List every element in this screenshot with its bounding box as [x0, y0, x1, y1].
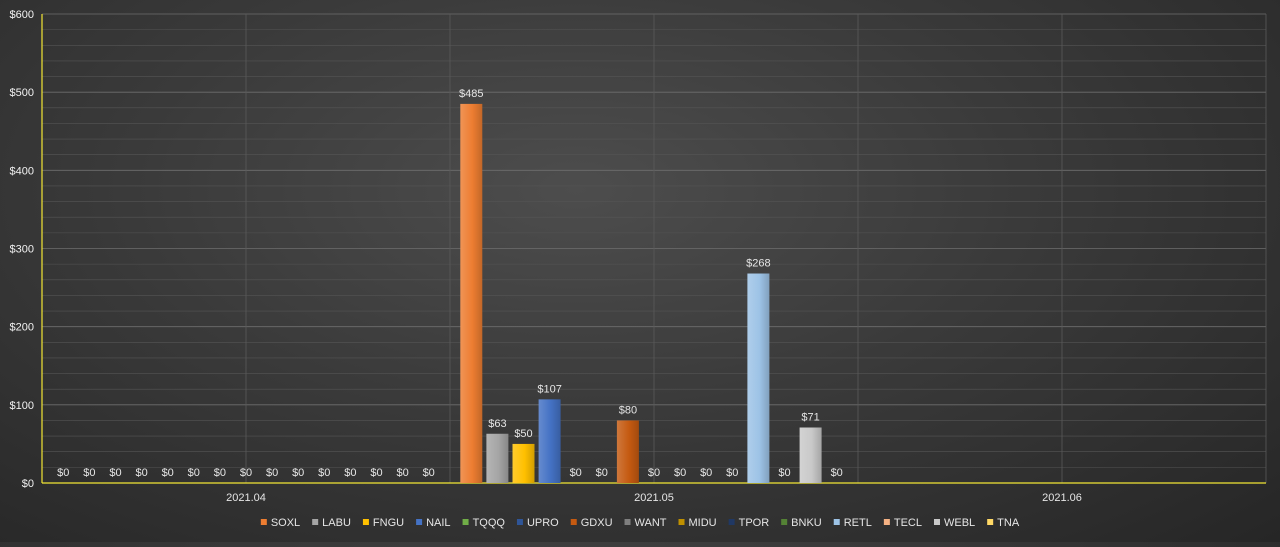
data-labels: $0 $0 $0 $0 $0 $0 $0 $0 $0 $0 $0 $0 $0 $0 $0 $485 $63 $50…	[57, 88, 843, 479]
data-label: $268	[746, 258, 770, 270]
legend-label: UPRO	[527, 517, 559, 529]
legend-swatch-soxl	[260, 519, 267, 525]
data-label: $0	[700, 467, 712, 479]
legend-swatch-labu	[312, 519, 319, 525]
legend-label: GDXU	[581, 517, 613, 529]
bar-gdxu	[616, 420, 639, 483]
legend-label: FNGU	[373, 517, 404, 529]
legend-label: LABU	[322, 517, 351, 529]
data-label: $0	[674, 467, 686, 479]
data-label: $0	[778, 467, 790, 479]
data-label: $0	[726, 467, 738, 479]
data-label: $0	[292, 467, 304, 479]
y-tick-label: $400	[10, 165, 34, 177]
data-label: $63	[488, 418, 506, 430]
legend-swatch-tqqq	[462, 519, 469, 525]
bar-labu	[486, 433, 509, 483]
bar-fngu	[512, 443, 535, 483]
data-label: $0	[240, 467, 252, 479]
x-tick-label: 2021.04	[226, 492, 266, 504]
data-label: $485	[459, 88, 483, 100]
data-label: $0	[570, 467, 582, 479]
legend-swatch-upro	[516, 519, 523, 525]
legend-swatch-fngu	[362, 519, 369, 525]
legend-label: BNKU	[791, 517, 822, 529]
legend: SOXL LABU FNGU NAIL TQQQ UPRO GDXU WANT MIDU TPOR…	[260, 517, 1020, 529]
data-label: $80	[619, 404, 637, 416]
bar-retl	[747, 273, 770, 483]
gridlines	[41, 13, 1267, 484]
data-label: $0	[109, 467, 121, 479]
data-label: $0	[266, 467, 278, 479]
legend-label: WANT	[635, 517, 667, 529]
x-tick-label: 2021.06	[1042, 492, 1082, 504]
data-label: $0	[83, 467, 95, 479]
y-tick-label: $300	[10, 244, 34, 256]
legend-label: RETL	[844, 517, 872, 529]
data-label: $0	[596, 467, 608, 479]
bar-soxl	[460, 103, 483, 484]
legend-swatch-bnku	[781, 519, 788, 525]
legend-swatch-webl	[933, 519, 940, 525]
y-tick-label: $200	[10, 322, 34, 334]
axes: $0 $100 $200 $300 $400 $500 $600 2021.04 2021.05…	[10, 9, 1266, 504]
data-label: $0	[318, 467, 330, 479]
y-tick-label: $0	[22, 478, 34, 490]
bar-webl	[799, 427, 822, 483]
bar-nail	[538, 399, 561, 483]
data-label: $50	[514, 428, 532, 440]
legend-label: WEBL	[944, 517, 975, 529]
legend-swatch-nail	[416, 519, 423, 525]
data-label: $0	[57, 467, 69, 479]
data-label: $0	[135, 467, 147, 479]
data-label: $107	[537, 383, 561, 395]
legend-label: MIDU	[689, 517, 717, 529]
data-label: $0	[831, 467, 843, 479]
data-label: $0	[648, 467, 660, 479]
legend-swatch-midu	[678, 519, 685, 525]
data-label: $0	[370, 467, 382, 479]
legend-swatch-want	[624, 519, 631, 525]
legend-label: NAIL	[426, 517, 450, 529]
legend-label: TQQQ	[473, 517, 506, 529]
data-label: $71	[801, 412, 819, 424]
data-label: $0	[423, 467, 435, 479]
data-label: $0	[162, 467, 174, 479]
legend-label: TECL	[894, 517, 922, 529]
legend-swatch-tna	[987, 519, 994, 525]
x-tick-label: 2021.05	[634, 492, 674, 504]
legend-label: SOXL	[271, 517, 300, 529]
legend-swatch-retl	[833, 519, 840, 525]
y-tick-label: $100	[10, 400, 34, 412]
data-label: $0	[344, 467, 356, 479]
legend-label: TPOR	[739, 517, 770, 529]
data-label: $0	[188, 467, 200, 479]
legend-swatch-tecl	[883, 519, 890, 525]
legend-label: TNA	[997, 517, 1020, 529]
data-label: $0	[214, 467, 226, 479]
bars	[460, 103, 822, 484]
legend-swatch-gdxu	[570, 519, 577, 525]
y-tick-label: $600	[10, 9, 34, 21]
legend-swatch-tpor	[728, 519, 735, 525]
data-label: $0	[396, 467, 408, 479]
y-tick-label: $500	[10, 87, 34, 99]
